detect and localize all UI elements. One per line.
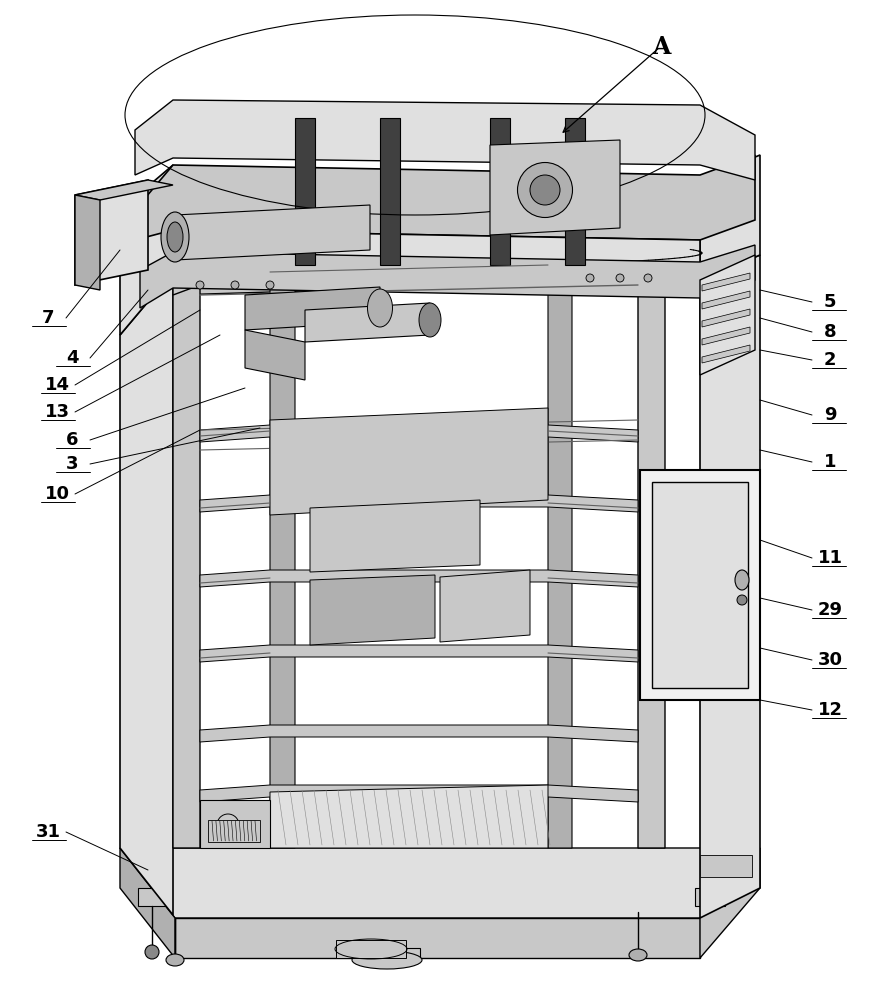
Polygon shape (200, 495, 638, 512)
Text: 30: 30 (817, 651, 842, 669)
Polygon shape (135, 155, 755, 240)
Polygon shape (700, 255, 760, 918)
Text: 12: 12 (817, 701, 842, 719)
Text: 5: 5 (824, 293, 836, 311)
Polygon shape (702, 345, 750, 363)
Polygon shape (200, 425, 638, 442)
Polygon shape (652, 482, 748, 688)
Polygon shape (200, 800, 270, 848)
Polygon shape (135, 100, 755, 180)
Polygon shape (270, 408, 548, 515)
Polygon shape (548, 272, 572, 848)
Ellipse shape (266, 281, 274, 289)
Polygon shape (173, 230, 700, 280)
Polygon shape (310, 575, 435, 645)
Polygon shape (75, 180, 148, 285)
Bar (336, 940, 406, 958)
Text: 7: 7 (42, 309, 54, 327)
Ellipse shape (644, 274, 652, 282)
Polygon shape (640, 470, 760, 700)
Polygon shape (440, 570, 530, 642)
Ellipse shape (352, 951, 422, 969)
Polygon shape (270, 785, 548, 848)
Polygon shape (295, 118, 315, 265)
Polygon shape (355, 948, 420, 960)
Ellipse shape (586, 274, 594, 282)
Polygon shape (490, 118, 510, 265)
Text: 29: 29 (817, 601, 842, 619)
Polygon shape (695, 888, 725, 906)
Polygon shape (200, 570, 638, 587)
Ellipse shape (368, 289, 393, 327)
Text: 6: 6 (65, 431, 79, 449)
Polygon shape (700, 155, 760, 280)
Polygon shape (490, 140, 620, 235)
Polygon shape (120, 165, 173, 335)
Polygon shape (138, 888, 165, 906)
Polygon shape (700, 255, 755, 375)
Polygon shape (173, 265, 665, 295)
Polygon shape (270, 272, 295, 848)
Polygon shape (245, 330, 305, 380)
Polygon shape (702, 291, 750, 309)
Text: A: A (651, 35, 670, 59)
Polygon shape (200, 785, 638, 802)
Ellipse shape (518, 162, 573, 218)
Text: 11: 11 (817, 549, 842, 567)
Polygon shape (638, 285, 665, 848)
Text: 14: 14 (45, 376, 70, 394)
Ellipse shape (530, 175, 560, 205)
Ellipse shape (161, 212, 189, 262)
Polygon shape (702, 327, 750, 345)
Polygon shape (565, 118, 585, 265)
Text: 1: 1 (824, 453, 836, 471)
Polygon shape (140, 245, 755, 308)
Polygon shape (700, 848, 760, 958)
Polygon shape (120, 272, 173, 915)
Text: 2: 2 (824, 351, 836, 369)
Text: 8: 8 (824, 323, 836, 341)
Polygon shape (175, 918, 700, 958)
Ellipse shape (737, 595, 747, 605)
Ellipse shape (166, 954, 184, 966)
Bar (208, 820, 260, 842)
Polygon shape (380, 118, 400, 265)
Ellipse shape (145, 945, 159, 959)
Polygon shape (75, 180, 173, 200)
Text: 13: 13 (45, 403, 70, 421)
Polygon shape (310, 500, 480, 572)
Ellipse shape (231, 281, 239, 289)
Bar (700, 855, 752, 877)
Polygon shape (245, 287, 380, 330)
Ellipse shape (616, 274, 624, 282)
Polygon shape (702, 273, 750, 291)
Text: 4: 4 (65, 349, 79, 367)
Polygon shape (175, 205, 370, 260)
Ellipse shape (167, 222, 183, 252)
Polygon shape (305, 303, 430, 342)
Ellipse shape (419, 303, 441, 337)
Ellipse shape (196, 281, 204, 289)
Text: 9: 9 (824, 406, 836, 424)
Polygon shape (200, 645, 638, 662)
Polygon shape (200, 725, 638, 742)
Polygon shape (173, 285, 200, 848)
Text: 31: 31 (36, 823, 60, 841)
Polygon shape (702, 309, 750, 327)
Text: 10: 10 (45, 485, 70, 503)
Ellipse shape (735, 570, 749, 590)
Polygon shape (75, 195, 100, 290)
Ellipse shape (629, 949, 647, 961)
Polygon shape (120, 848, 760, 918)
Text: 3: 3 (65, 455, 79, 473)
Polygon shape (120, 848, 175, 958)
